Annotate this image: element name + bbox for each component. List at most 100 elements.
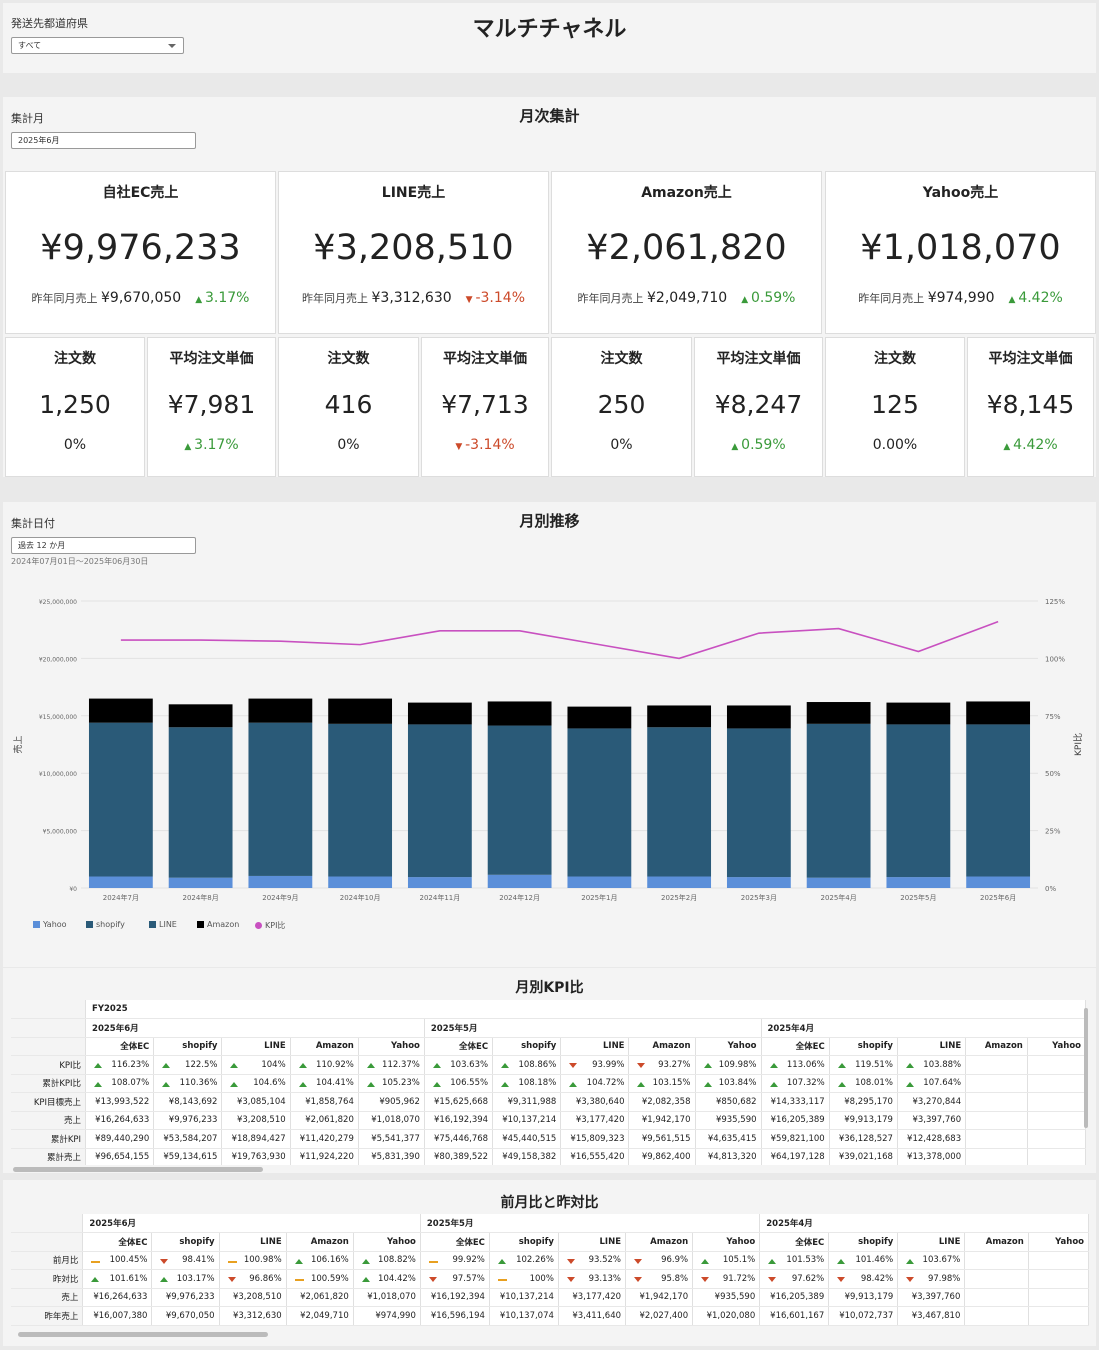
cell-value: ¥2,049,710 — [300, 1310, 349, 1321]
legend-item[interactable]: shopify — [86, 920, 125, 929]
row-label: 売上 — [11, 1111, 87, 1130]
bar-shopify[interactable] — [328, 723, 393, 877]
bar-yahoo[interactable] — [88, 876, 153, 888]
kpi-scrollbar-h[interactable] — [13, 1167, 263, 1172]
order-card-delta: 0% — [279, 437, 418, 453]
bar-amazon[interactable] — [886, 702, 951, 725]
bar-shopify[interactable] — [966, 724, 1031, 877]
column-header[interactable]: LINE — [897, 1232, 966, 1252]
column-header[interactable]: 全体EC — [420, 1232, 490, 1252]
prefecture-label: 発送先都道府県 — [11, 17, 88, 30]
table-cell: ¥16,192,394 — [424, 1111, 494, 1130]
bar-shopify[interactable] — [407, 724, 472, 878]
bar-amazon[interactable] — [407, 702, 472, 725]
column-header[interactable]: Yahoo — [695, 1037, 762, 1056]
bar-shopify[interactable] — [886, 724, 951, 878]
column-header[interactable]: 全体EC — [424, 1037, 494, 1056]
column-header[interactable]: 全体EC — [761, 1037, 830, 1056]
bar-yahoo[interactable] — [567, 876, 632, 888]
bar-amazon[interactable] — [248, 698, 313, 723]
kpi-scrollbar-v[interactable] — [1084, 1008, 1088, 1128]
column-header[interactable]: shopify — [492, 1037, 562, 1056]
column-header[interactable]: shopify — [489, 1232, 559, 1252]
bar-yahoo[interactable] — [806, 877, 871, 888]
cell-value: ¥3,177,420 — [572, 1292, 622, 1303]
column-header[interactable]: shopify — [829, 1037, 898, 1056]
bar-yahoo[interactable] — [487, 874, 552, 888]
cell-value: ¥15,809,323 — [570, 1133, 625, 1144]
bar-yahoo[interactable] — [726, 877, 791, 888]
trend-chart[interactable]: ¥25,000,000 125% ¥20,000,000 100% ¥15,000,00… — [3, 542, 1096, 962]
table-cell: ¥13,378,000 — [897, 1148, 967, 1165]
legend-item[interactable]: Amazon — [197, 920, 239, 929]
bar-shopify[interactable] — [168, 727, 233, 878]
column-header[interactable]: Amazon — [964, 1232, 1029, 1252]
bar-shopify[interactable] — [248, 722, 313, 876]
bar-amazon[interactable] — [726, 705, 791, 729]
bar-amazon[interactable] — [328, 698, 393, 724]
prev-value: ¥2,049,710 — [647, 290, 728, 306]
bar-yahoo[interactable] — [966, 876, 1031, 888]
yoy-table[interactable]: 2025年6月 2025年5月 2025年4月 全体EC shopify LINE Amaz… — [11, 1214, 1089, 1326]
column-header[interactable]: 全体EC — [82, 1232, 153, 1252]
bar-amazon[interactable] — [88, 698, 153, 723]
bar-amazon[interactable] — [806, 702, 871, 724]
bar-shopify[interactable] — [647, 727, 712, 877]
column-header[interactable]: 全体EC — [85, 1037, 155, 1056]
column-header[interactable]: LINE — [897, 1037, 967, 1056]
column-header[interactable]: shopify — [151, 1232, 220, 1252]
column-header[interactable]: Amazon — [625, 1232, 694, 1252]
bar-amazon[interactable] — [966, 701, 1031, 725]
bar-shopify[interactable] — [806, 723, 871, 878]
column-header[interactable]: Amazon — [290, 1037, 359, 1056]
bar-yahoo[interactable] — [647, 876, 712, 888]
column-header[interactable]: shopify — [828, 1232, 899, 1252]
column-header[interactable]: Yahoo — [353, 1232, 421, 1252]
legend-item[interactable]: KPI比 — [255, 920, 285, 931]
column-header[interactable]: 全体EC — [759, 1232, 830, 1252]
kpi-line[interactable] — [120, 620, 999, 660]
column-header[interactable]: Yahoo — [358, 1037, 425, 1056]
bar-shopify[interactable] — [726, 728, 791, 878]
column-header[interactable]: Yahoo — [692, 1232, 761, 1252]
prefecture-select[interactable]: すべて — [11, 37, 184, 54]
cell-value: ¥80,389,522 — [434, 1152, 489, 1163]
bar-shopify[interactable] — [567, 728, 632, 877]
date-select[interactable]: 過去 12 か月 — [11, 537, 196, 554]
legend-item[interactable]: LINE — [149, 920, 177, 929]
bar-shopify[interactable] — [88, 722, 153, 877]
month-select[interactable]: 2025年6月 — [11, 132, 196, 149]
column-header[interactable]: Amazon — [286, 1232, 354, 1252]
kpi-table[interactable]: FY2025 2025年6月 2025年5月 2025年4月 全体EC shopify LI… — [11, 1000, 1086, 1165]
bar-amazon[interactable] — [168, 704, 233, 728]
column-header[interactable]: LINE — [221, 1037, 291, 1056]
bar-amazon[interactable] — [567, 706, 632, 729]
x-tick-label: 2024年10月 — [340, 893, 381, 902]
bar-yahoo[interactable] — [248, 875, 313, 888]
bar-amazon[interactable] — [647, 705, 712, 728]
column-header[interactable]: LINE — [558, 1232, 627, 1252]
column-header[interactable]: Yahoo — [1027, 1037, 1086, 1056]
table-cell: ¥16,601,167 — [759, 1306, 830, 1326]
table-cell: 107.32% — [761, 1074, 830, 1093]
column-header[interactable]: Amazon — [965, 1037, 1028, 1056]
bar-shopify[interactable] — [487, 725, 552, 875]
bar-yahoo[interactable] — [168, 877, 233, 888]
cell-value: ¥13,378,000 — [907, 1152, 962, 1163]
bar-yahoo[interactable] — [407, 877, 472, 888]
column-header[interactable]: Amazon — [628, 1037, 696, 1056]
bar-amazon[interactable] — [487, 701, 552, 726]
bar-yahoo[interactable] — [886, 877, 951, 888]
bar-yahoo[interactable] — [328, 876, 393, 888]
triangle-up-icon — [703, 1081, 712, 1087]
column-header[interactable]: LINE — [219, 1232, 287, 1252]
yoy-scrollbar-h[interactable] — [18, 1332, 268, 1337]
column-header[interactable]: shopify — [153, 1037, 223, 1056]
triangle-up-icon — [501, 1063, 510, 1068]
sales-card-title: Yahoo売上 — [922, 185, 999, 201]
column-header[interactable]: Yahoo — [1028, 1232, 1089, 1252]
cell-value: ¥53,584,207 — [163, 1133, 218, 1144]
legend-item[interactable]: Yahoo — [33, 920, 67, 929]
order-card: 注文数 416 0% — [278, 337, 419, 477]
column-header[interactable]: LINE — [560, 1037, 630, 1056]
